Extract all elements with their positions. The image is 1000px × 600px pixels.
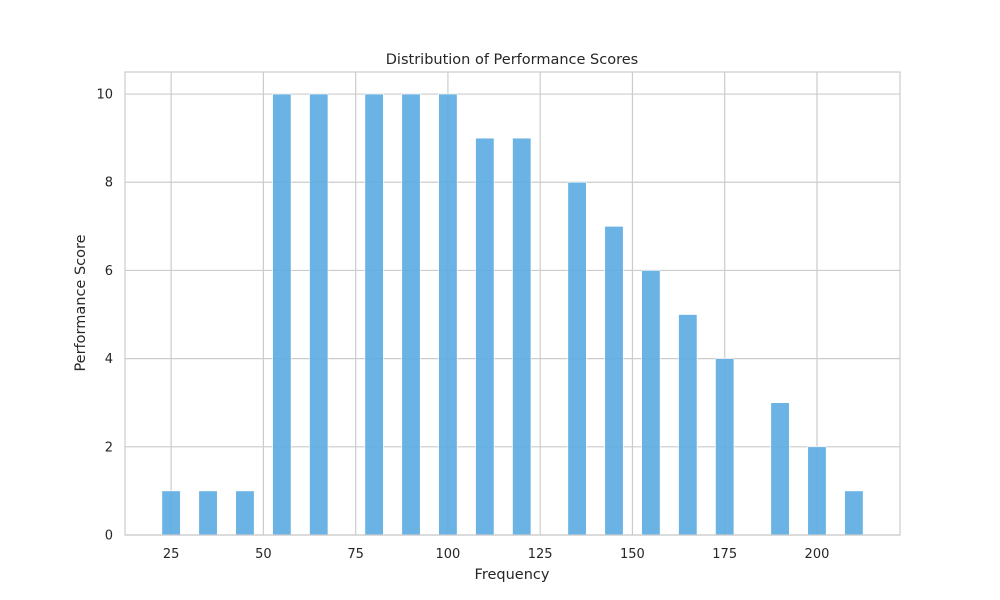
bar	[770, 402, 790, 536]
bar	[641, 270, 661, 536]
plot-frame	[124, 71, 901, 536]
x-tick-label: 50	[255, 547, 272, 562]
x-tick-label: 75	[347, 547, 364, 562]
bar	[567, 181, 587, 536]
y-tick-label: 4	[105, 352, 113, 367]
bar	[844, 490, 864, 536]
bar	[272, 93, 292, 536]
bar	[309, 93, 329, 536]
y-tick-label: 10	[96, 88, 113, 103]
bar	[475, 137, 495, 536]
bar	[401, 93, 421, 536]
bar	[161, 490, 181, 536]
bar	[604, 226, 624, 536]
x-tick-label: 100	[436, 547, 461, 562]
bar	[198, 490, 218, 536]
bars	[161, 93, 864, 536]
bar	[364, 93, 384, 536]
y-tick-label: 8	[105, 176, 113, 191]
bar	[678, 314, 698, 536]
bar	[512, 137, 532, 536]
chart-title: Distribution of Performance Scores	[386, 52, 638, 68]
x-axis-label: Frequency	[475, 567, 550, 583]
x-tick-label: 175	[712, 547, 737, 562]
bar	[438, 93, 458, 536]
y-tick-label: 0	[105, 529, 113, 544]
bar	[715, 358, 735, 536]
x-tick-label: 25	[163, 547, 180, 562]
bar	[235, 490, 255, 536]
bar	[807, 446, 827, 536]
y-tick-label: 6	[105, 264, 113, 279]
y-tick-labels: 0 2 4 6 8 10	[96, 88, 113, 544]
x-tick-label: 200	[805, 547, 830, 562]
x-tick-label: 125	[528, 547, 553, 562]
x-tick-labels: 25 50 75 100 125 150 175 200	[163, 547, 830, 562]
y-axis-label: Performance Score	[73, 234, 89, 371]
x-tick-label: 150	[620, 547, 645, 562]
y-tick-label: 2	[105, 440, 113, 455]
